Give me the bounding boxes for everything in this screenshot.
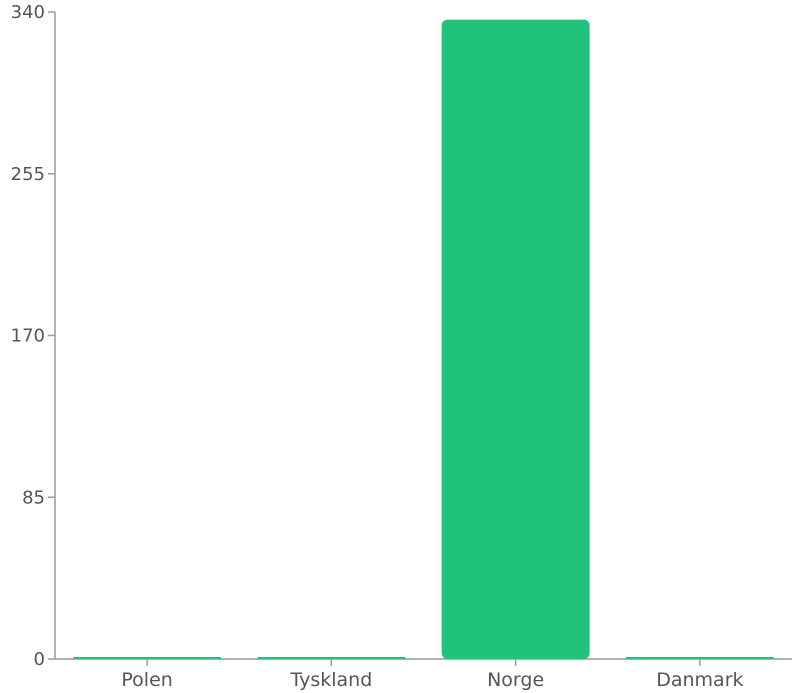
x-axis: Polen Tyskland Norge Danmark (55, 658, 792, 691)
x-tick-label: Tyskland (289, 669, 372, 691)
x-tick-label: Danmark (656, 669, 743, 691)
bar-danmark[interactable] (625, 657, 774, 659)
bar-norge[interactable] (441, 19, 590, 660)
y-tick-label: 255 (11, 164, 45, 185)
y-tick-label: 85 (22, 487, 45, 508)
y-tick-label: 0 (34, 649, 45, 670)
bar-tyskland[interactable] (257, 657, 406, 659)
y-tick-label: 340 (11, 2, 45, 23)
y-tick-label: 170 (11, 326, 45, 347)
bar-polen[interactable] (73, 657, 222, 659)
y-axis: 0 85 170 255 340 (11, 2, 56, 670)
x-tick-label: Norge (487, 669, 544, 691)
x-tick-label: Polen (121, 669, 172, 691)
bars (73, 19, 774, 660)
